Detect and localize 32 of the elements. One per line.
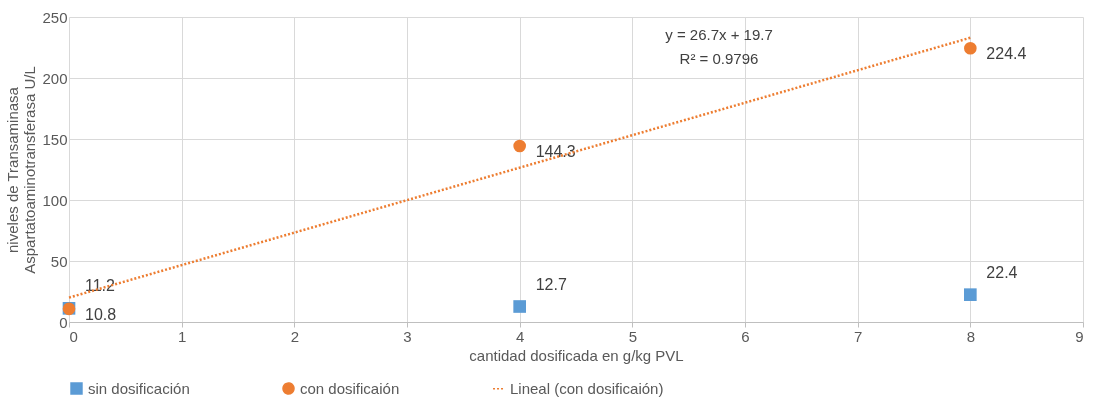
x-tick-label: 6 (741, 327, 750, 345)
annotation: R² = 0.9796 (679, 50, 759, 67)
legend-label: sin dosificación (88, 379, 190, 397)
x-tick-label: 2 (290, 327, 300, 345)
data-label: 144.3 (535, 142, 576, 160)
point (513, 300, 526, 313)
y-axis-title: niveles de Transaminasa Aspartatoaminotransferasa U/L (4, 66, 39, 274)
x-tick-label: 9 (1075, 327, 1084, 345)
data-label: 11.2 (85, 277, 116, 295)
point (513, 139, 526, 153)
x-tick-label: 5 (628, 327, 638, 345)
y-tick-label: 200 (42, 69, 68, 87)
y-tick-label: 0 (59, 313, 68, 331)
legend-label: con dosificaión (300, 379, 400, 397)
x-tick-label: 7 (853, 327, 863, 345)
data-label: 224.4 (986, 45, 1027, 63)
point (964, 41, 977, 55)
y-tick-label: 100 (42, 191, 68, 209)
data-label: 10.8 (85, 305, 117, 323)
annotation: y = 26.7x + 19.7 (665, 26, 773, 43)
data-label: 12.7 (535, 275, 567, 293)
y-tick-label: 250 (42, 8, 68, 26)
point (964, 288, 977, 301)
y-tick-label: 150 (42, 130, 68, 148)
x-tick-label: 1 (177, 327, 187, 345)
data-label: 22.4 (986, 263, 1018, 281)
x-tick-label: 4 (515, 327, 525, 345)
y-tick-label: 50 (50, 252, 68, 270)
x-tick-label: 3 (403, 327, 412, 345)
x-axis-title: cantidad dosificada en g/kg PVL (469, 346, 684, 364)
legend-label: Lineal (con dosificaión) (510, 379, 664, 397)
x-tick-label: 8 (966, 327, 976, 345)
